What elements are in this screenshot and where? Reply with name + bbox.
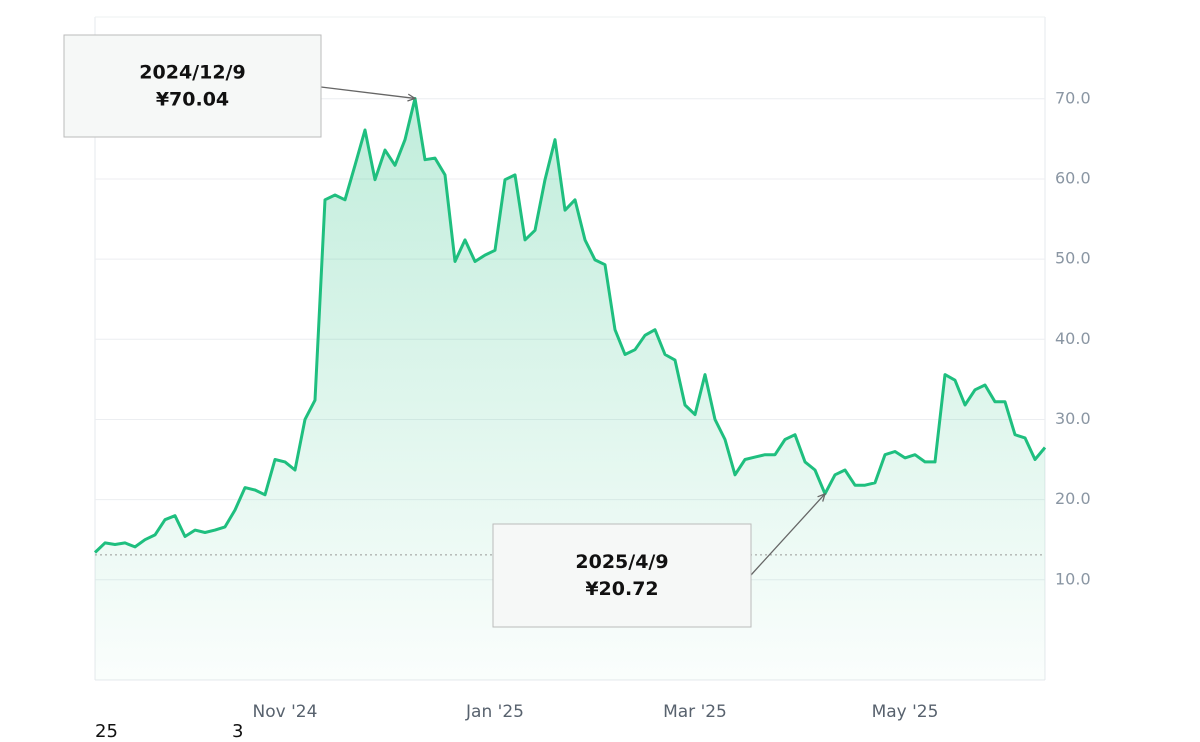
annotation-price: ¥70.04 [156, 89, 229, 111]
annotation-date: 2025/4/9 [575, 551, 668, 573]
x-tick-label: Nov '24 [253, 702, 318, 722]
annotation-price: ¥20.72 [585, 578, 658, 600]
annotation-arrow [750, 493, 826, 576]
y-tick-label: 50.0 [1055, 249, 1091, 268]
y-tick-label: 30.0 [1055, 409, 1091, 428]
area [95, 98, 1045, 680]
y-tick-label: 70.0 [1055, 88, 1091, 107]
y-tick-label: 40.0 [1055, 329, 1091, 348]
annotation-arrowhead [817, 492, 827, 502]
x-tick-label: May '25 [872, 702, 939, 722]
annotation-box [492, 523, 752, 628]
price-line [93, 97, 1047, 554]
x-tick-label: Mar '25 [663, 702, 727, 722]
y-tick-label: 10.0 [1055, 569, 1091, 588]
annotation-arrowhead [407, 93, 417, 102]
annotation-date: 2024/12/9 [139, 62, 245, 84]
y-tick-label: 60.0 [1055, 168, 1091, 187]
footer-text: 3 [232, 721, 243, 742]
annotations: 2024/12/9 ¥70.04 2025/4/9 ¥20.72 [63, 34, 827, 628]
footer-text: 25 [95, 721, 118, 742]
annotation-box [63, 34, 322, 138]
annotation-arrow [320, 86, 416, 100]
y-tick-label: 20.0 [1055, 489, 1091, 508]
x-tick-label: Jan '25 [465, 702, 524, 722]
